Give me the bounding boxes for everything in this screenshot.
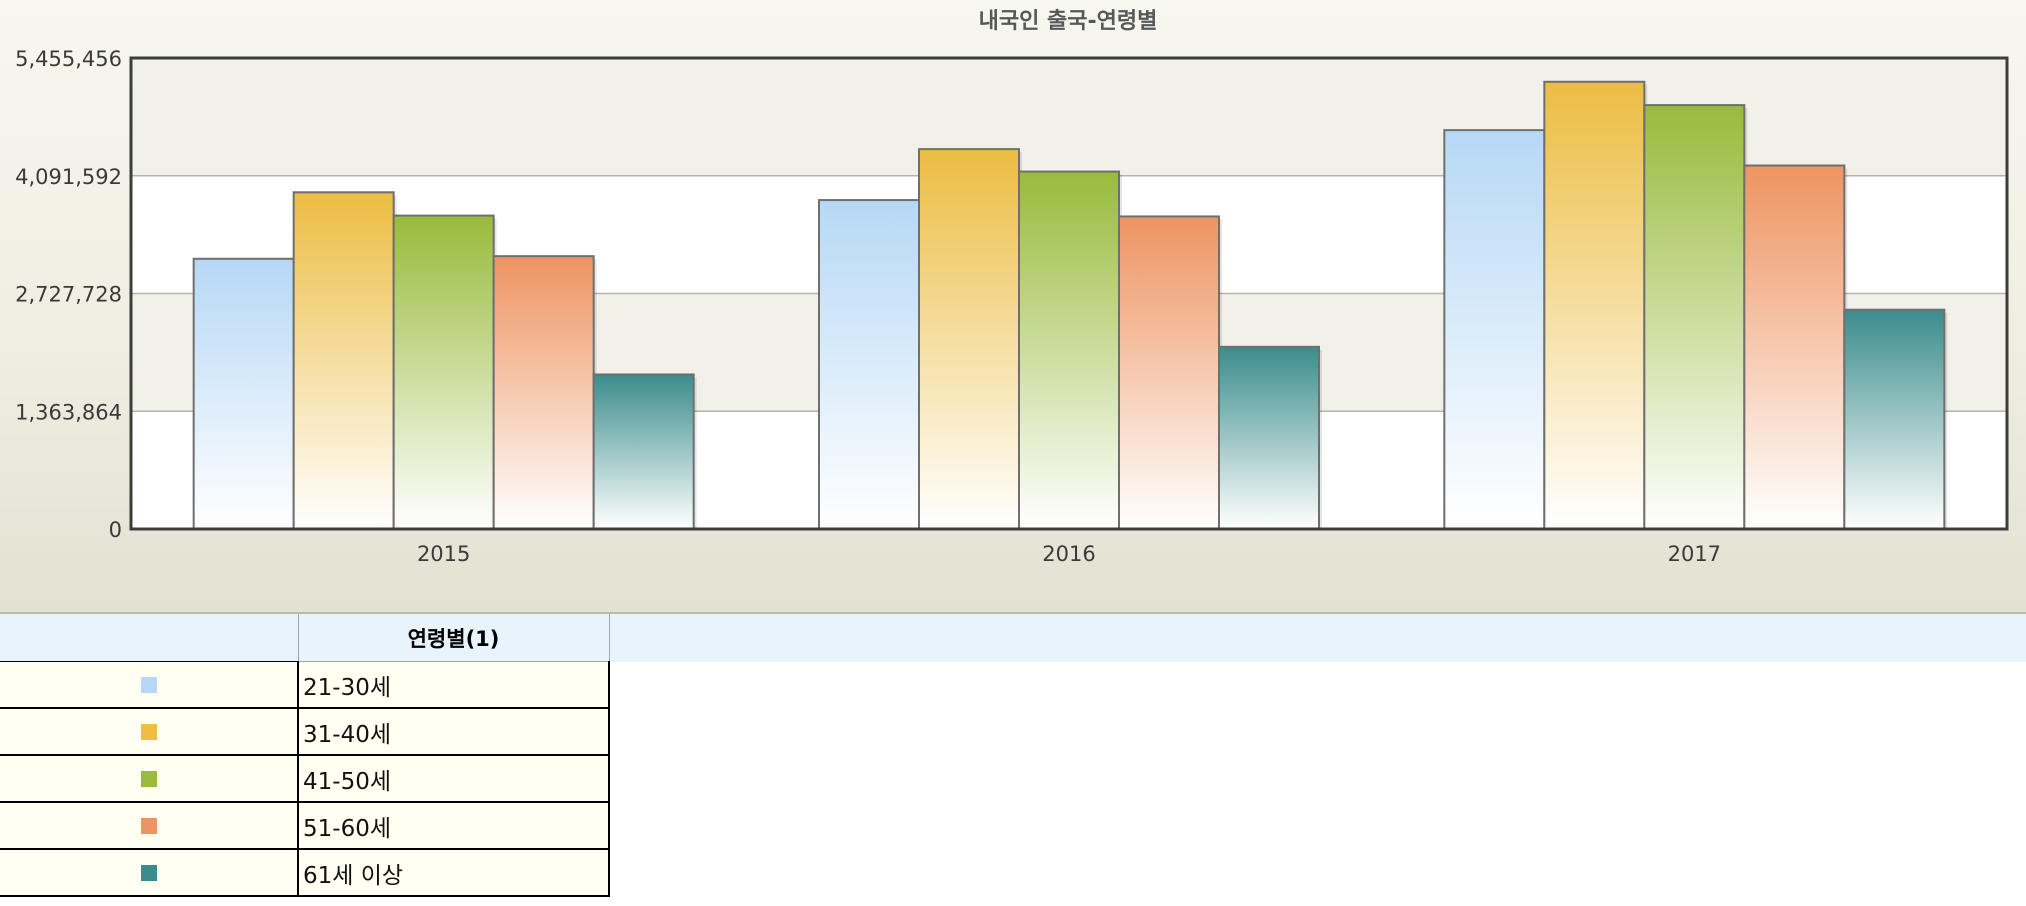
legend-swatch — [140, 770, 157, 787]
y-tick-label: 0 — [109, 518, 122, 542]
bar-chart: 내국인 출국-연령별 0 1,363,864 2,727,728 4,091,592 5… — [15, 9, 2009, 566]
bar-2016-1 — [918, 148, 1020, 530]
legend-swatch — [140, 864, 157, 881]
legend-row: 41-50세 — [0, 754, 2026, 803]
legend-blank-cell — [609, 849, 2026, 896]
y-tick-label: 1,363,864 — [15, 400, 122, 424]
bar-2017-4 — [1843, 308, 1946, 530]
legend-empty-header — [609, 614, 2026, 662]
legend-swatch-header — [0, 614, 298, 662]
legend-swatch-cell — [0, 707, 298, 756]
legend-label: 21-30세 — [297, 661, 610, 709]
bar-2016-3 — [1118, 215, 1220, 530]
x-tick-label: 2016 — [1042, 542, 1095, 566]
plot-frame — [129, 56, 2009, 531]
legend-blank-cell — [609, 708, 2026, 755]
bar-2015-4 — [592, 373, 695, 530]
bar-2017-2 — [1643, 104, 1746, 531]
legend-label: 41-50세 — [297, 754, 610, 803]
bar-2015-0 — [192, 257, 295, 530]
legend-swatch-cell — [0, 661, 298, 709]
legend-label: 31-40세 — [297, 707, 610, 756]
bar-2017-1 — [1543, 80, 1646, 531]
legend-blank-cell — [609, 755, 2026, 802]
bar-2017-3 — [1743, 164, 1846, 531]
bar-2016-4 — [1218, 345, 1320, 530]
x-tick-label: 2017 — [1668, 542, 1721, 566]
y-tick-label: 5,455,456 — [15, 47, 122, 71]
legend-blank-cell — [609, 661, 2026, 708]
legend-row: 61세 이상 — [0, 848, 2026, 897]
bar-2016-0 — [818, 199, 920, 531]
legend-row: 31-40세 — [0, 707, 2026, 756]
x-tick-label: 2015 — [417, 542, 470, 566]
legend-swatch — [140, 817, 157, 834]
bar-2015-2 — [392, 214, 495, 531]
chart-area: 내국인 출국-연령별 0 1,363,864 2,727,728 4,091,592 5… — [0, 0, 2026, 614]
bar-2016-2 — [1018, 170, 1120, 530]
bar-2017-0 — [1443, 129, 1546, 530]
legend-blank-cell — [609, 802, 2026, 849]
legend-column-header: 연령별(1) — [297, 614, 610, 662]
bar-2015-3 — [492, 255, 595, 530]
y-tick-label: 2,727,728 — [15, 283, 122, 307]
legend-swatch-cell — [0, 754, 298, 803]
y-tick-label: 4,091,592 — [15, 165, 122, 189]
legend-swatch — [140, 723, 157, 740]
legend-row: 21-30세 — [0, 661, 2026, 709]
legend-swatch-cell — [0, 848, 298, 897]
legend-swatch — [140, 676, 157, 693]
chart-title: 내국인 출국-연령별 — [979, 9, 1158, 34]
bar-2015-1 — [292, 191, 395, 531]
legend-header-row: 연령별(1) — [0, 614, 2026, 662]
legend-label: 51-60세 — [297, 801, 610, 850]
legend-row: 51-60세 — [0, 801, 2026, 850]
legend-swatch-cell — [0, 801, 298, 850]
legend-table: 연령별(1) 21-30세 31-40세 41-50세 51-60세 61세 이상 — [0, 614, 2026, 897]
legend-label: 61세 이상 — [297, 848, 610, 897]
